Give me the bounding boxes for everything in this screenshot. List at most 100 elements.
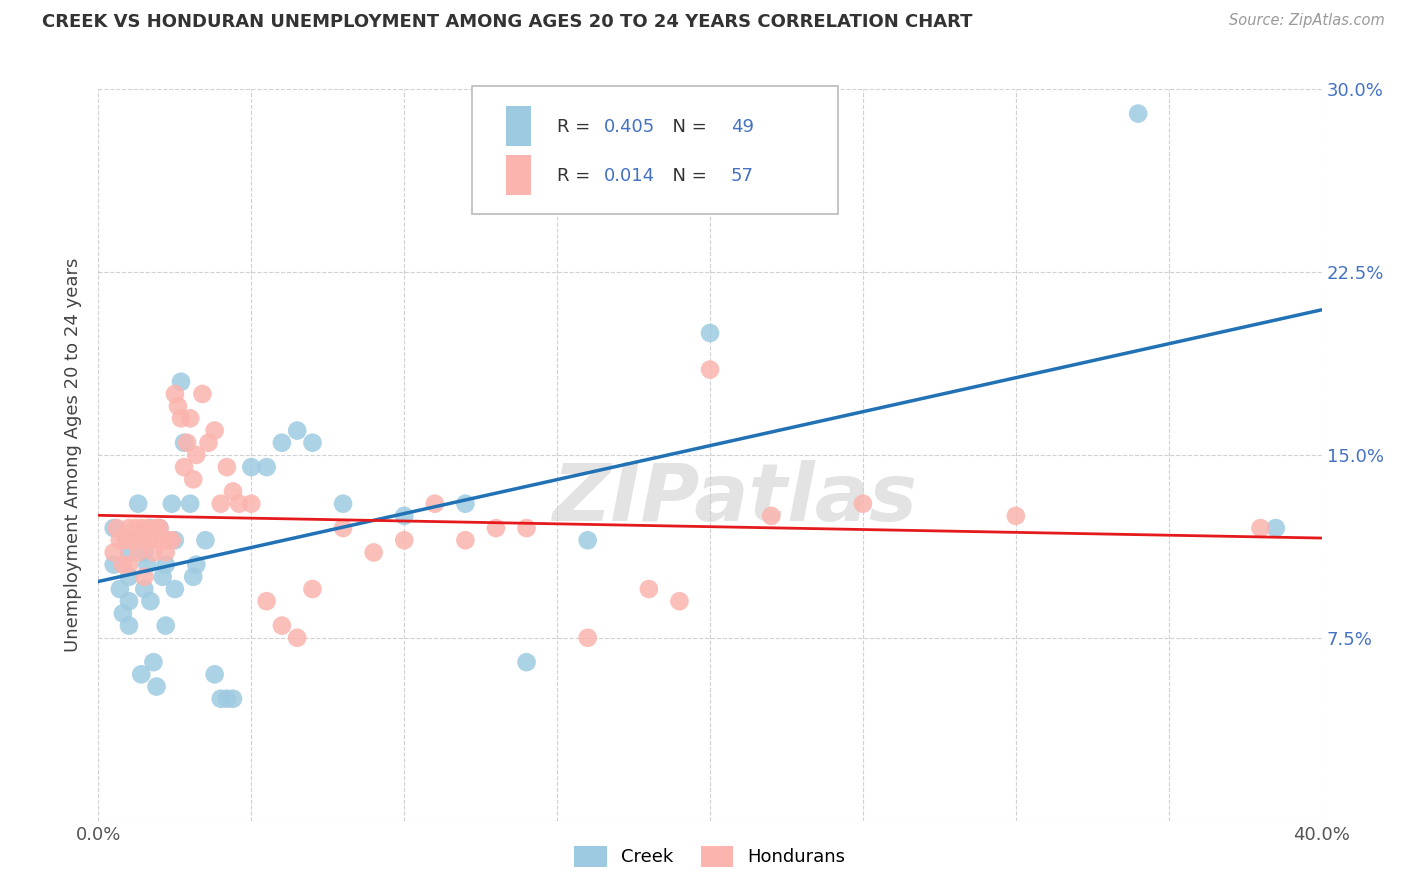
Point	[118, 521, 141, 535]
Point	[699, 326, 721, 340]
Point	[332, 521, 354, 535]
Point	[108, 582, 131, 596]
Point	[204, 667, 226, 681]
Point	[1249, 521, 1271, 535]
Point	[240, 497, 263, 511]
Point	[134, 533, 156, 548]
Point	[103, 521, 125, 535]
Point	[142, 545, 165, 559]
Point	[270, 435, 292, 450]
Point	[363, 545, 385, 559]
Point	[170, 411, 193, 425]
Point	[186, 448, 208, 462]
Point	[139, 521, 162, 535]
Point	[139, 533, 162, 548]
Point	[115, 533, 138, 548]
Point	[222, 484, 245, 499]
Point	[423, 497, 446, 511]
Point	[111, 607, 134, 621]
Point	[332, 497, 354, 511]
Point	[454, 533, 477, 548]
Point	[1264, 521, 1286, 535]
Point	[157, 533, 180, 548]
Point	[576, 631, 599, 645]
Point	[149, 521, 172, 535]
Text: R =: R =	[557, 118, 596, 136]
Point	[129, 667, 152, 681]
Point	[852, 497, 875, 511]
Point	[139, 594, 162, 608]
Point	[179, 497, 201, 511]
Point	[256, 594, 278, 608]
Point	[186, 558, 208, 572]
Point	[240, 460, 263, 475]
Point	[136, 558, 159, 572]
Text: R =: R =	[557, 167, 596, 185]
Point	[103, 545, 125, 559]
Point	[209, 691, 232, 706]
Text: 49: 49	[731, 118, 754, 136]
Point	[163, 582, 186, 596]
Point	[118, 594, 141, 608]
Bar	[506, 106, 531, 146]
Point	[160, 497, 183, 511]
Point	[173, 460, 195, 475]
Point	[204, 424, 226, 438]
Point	[134, 570, 156, 584]
Point	[145, 521, 167, 535]
Point	[155, 558, 177, 572]
Point	[181, 570, 204, 584]
Point	[160, 533, 183, 548]
Point	[163, 387, 186, 401]
Point	[285, 424, 308, 438]
Point	[118, 618, 141, 632]
Point	[576, 533, 599, 548]
Point	[270, 618, 292, 632]
Point	[699, 362, 721, 376]
Point	[301, 435, 323, 450]
Text: N =: N =	[661, 167, 713, 185]
Point	[516, 655, 538, 669]
Point	[285, 631, 308, 645]
Point	[209, 497, 232, 511]
Point	[170, 375, 193, 389]
Point	[454, 497, 477, 511]
Bar	[506, 155, 531, 195]
Point	[134, 545, 156, 559]
Point	[134, 582, 156, 596]
Point	[152, 570, 174, 584]
Point	[127, 497, 149, 511]
Text: 0.405: 0.405	[603, 118, 655, 136]
Point	[179, 411, 201, 425]
Point	[105, 521, 128, 535]
Text: 57: 57	[731, 167, 754, 185]
Point	[118, 570, 141, 584]
Text: 0.014: 0.014	[603, 167, 655, 185]
Y-axis label: Unemployment Among Ages 20 to 24 years: Unemployment Among Ages 20 to 24 years	[65, 258, 83, 652]
Legend: Creek, Hondurans: Creek, Hondurans	[567, 838, 853, 874]
Point	[127, 545, 149, 559]
Point	[142, 655, 165, 669]
Point	[181, 472, 204, 486]
FancyBboxPatch shape	[471, 86, 838, 213]
Point	[108, 533, 131, 548]
Point	[392, 508, 416, 523]
Point	[129, 521, 152, 535]
Point	[118, 545, 141, 559]
Point	[222, 691, 245, 706]
Point	[176, 435, 198, 450]
Point	[152, 533, 174, 548]
Point	[215, 691, 238, 706]
Point	[1128, 106, 1150, 120]
Point	[163, 533, 186, 548]
Point	[124, 533, 146, 548]
Point	[197, 435, 219, 450]
Point	[228, 497, 250, 511]
Point	[118, 558, 141, 572]
Point	[668, 594, 690, 608]
Point	[115, 533, 138, 548]
Point	[124, 521, 146, 535]
Point	[194, 533, 217, 548]
Point	[155, 545, 177, 559]
Point	[1004, 508, 1026, 523]
